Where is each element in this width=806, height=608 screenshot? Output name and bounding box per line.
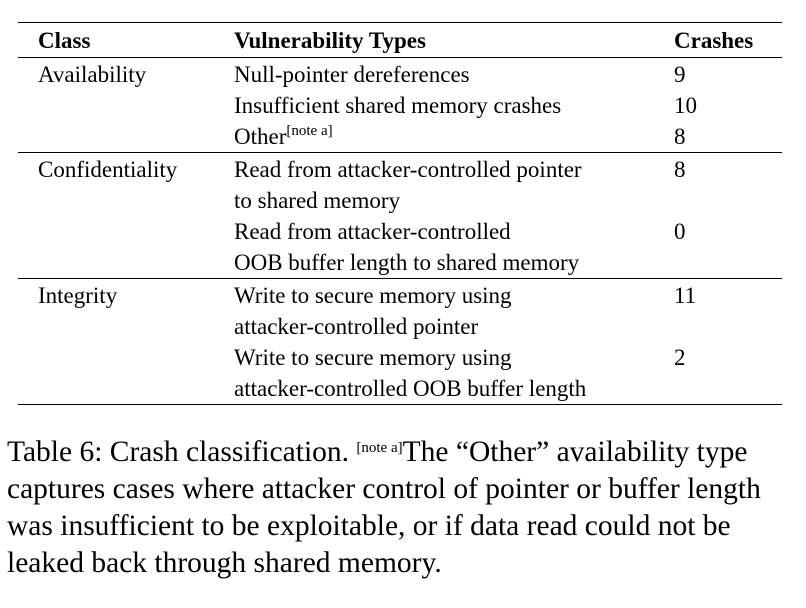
table-row: Read from attacker-controlled OOB buffer … [18, 216, 782, 279]
table-header-row: Class Vulnerability Types Crashes [18, 22, 782, 58]
caption-title: Crash classification. [109, 436, 350, 468]
class-cell: Confidentiality [38, 157, 178, 182]
vulnerability-type-cell: Other[note a] [234, 121, 674, 153]
crashes-cell: 11 [674, 283, 697, 308]
vulnerability-type-cell: Read from attacker-controlled OOB buffer … [234, 216, 674, 279]
type-line: Null-pointer dereferences [234, 62, 470, 87]
type-line: Read from attacker-controlled [234, 219, 511, 244]
table-row: Insufficient shared memory crashes 10 [18, 90, 782, 121]
vulnerability-type-cell: Insufficient shared memory crashes [234, 90, 674, 121]
table-row: Integrity Write to secure memory using at… [18, 279, 782, 343]
crashes-cell: 8 [674, 121, 782, 153]
crashes-cell: 2 [674, 342, 782, 405]
header-vulnerability-types: Vulnerability Types [234, 22, 674, 58]
type-line: attacker-controlled pointer [234, 314, 479, 339]
class-cell-empty [18, 342, 234, 405]
crash-classification-table: Class Vulnerability Types Crashes Availa… [18, 22, 782, 405]
class-cell-empty [18, 216, 234, 279]
caption-note-marker: [note a] [356, 440, 403, 456]
table-row: Availability Null-pointer dereferences 9 [18, 58, 782, 91]
type-line: Insufficient shared memory crashes [234, 93, 562, 118]
type-line: Write to secure memory using [234, 345, 512, 370]
header-crashes: Crashes [674, 22, 782, 58]
table-row: Confidentiality Read from attacker-contr… [18, 153, 782, 217]
note-marker: [note a] [286, 123, 333, 139]
type-line: Read from attacker-controlled pointer [234, 157, 582, 182]
type-line: Other [234, 124, 287, 149]
table-row: Other[note a] 8 [18, 121, 782, 153]
caption-note-text: The “Other” availability type captures c… [7, 436, 761, 579]
type-line: to shared memory [234, 188, 401, 213]
type-line: Write to secure memory using [234, 283, 512, 308]
class-cell-empty [18, 90, 234, 121]
crashes-cell: 8 [674, 157, 686, 182]
table-row: Write to secure memory using attacker-con… [18, 342, 782, 405]
crashes-cell: 9 [674, 62, 686, 87]
vulnerability-type-cell: Write to secure memory using attacker-con… [234, 279, 674, 343]
class-cell-empty [18, 121, 234, 153]
vulnerability-type-cell: Read from attacker-controlled pointer to … [234, 153, 674, 217]
crash-classification-table-container: Class Vulnerability Types Crashes Availa… [18, 22, 782, 405]
table-caption: Table 6: Crash classification. [note a]T… [7, 434, 802, 582]
class-cell: Availability [38, 62, 147, 87]
vulnerability-type-cell: Null-pointer dereferences [234, 58, 674, 91]
crashes-cell: 10 [674, 93, 697, 118]
caption-label: Table 6: [7, 436, 103, 468]
header-class: Class [18, 22, 234, 58]
class-cell: Integrity [38, 283, 118, 308]
type-line: OOB buffer length to shared memory [234, 250, 580, 275]
crashes-cell: 0 [674, 216, 782, 279]
vulnerability-type-cell: Write to secure memory using attacker-con… [234, 342, 674, 405]
type-line: attacker-controlled OOB buffer length [234, 376, 587, 401]
